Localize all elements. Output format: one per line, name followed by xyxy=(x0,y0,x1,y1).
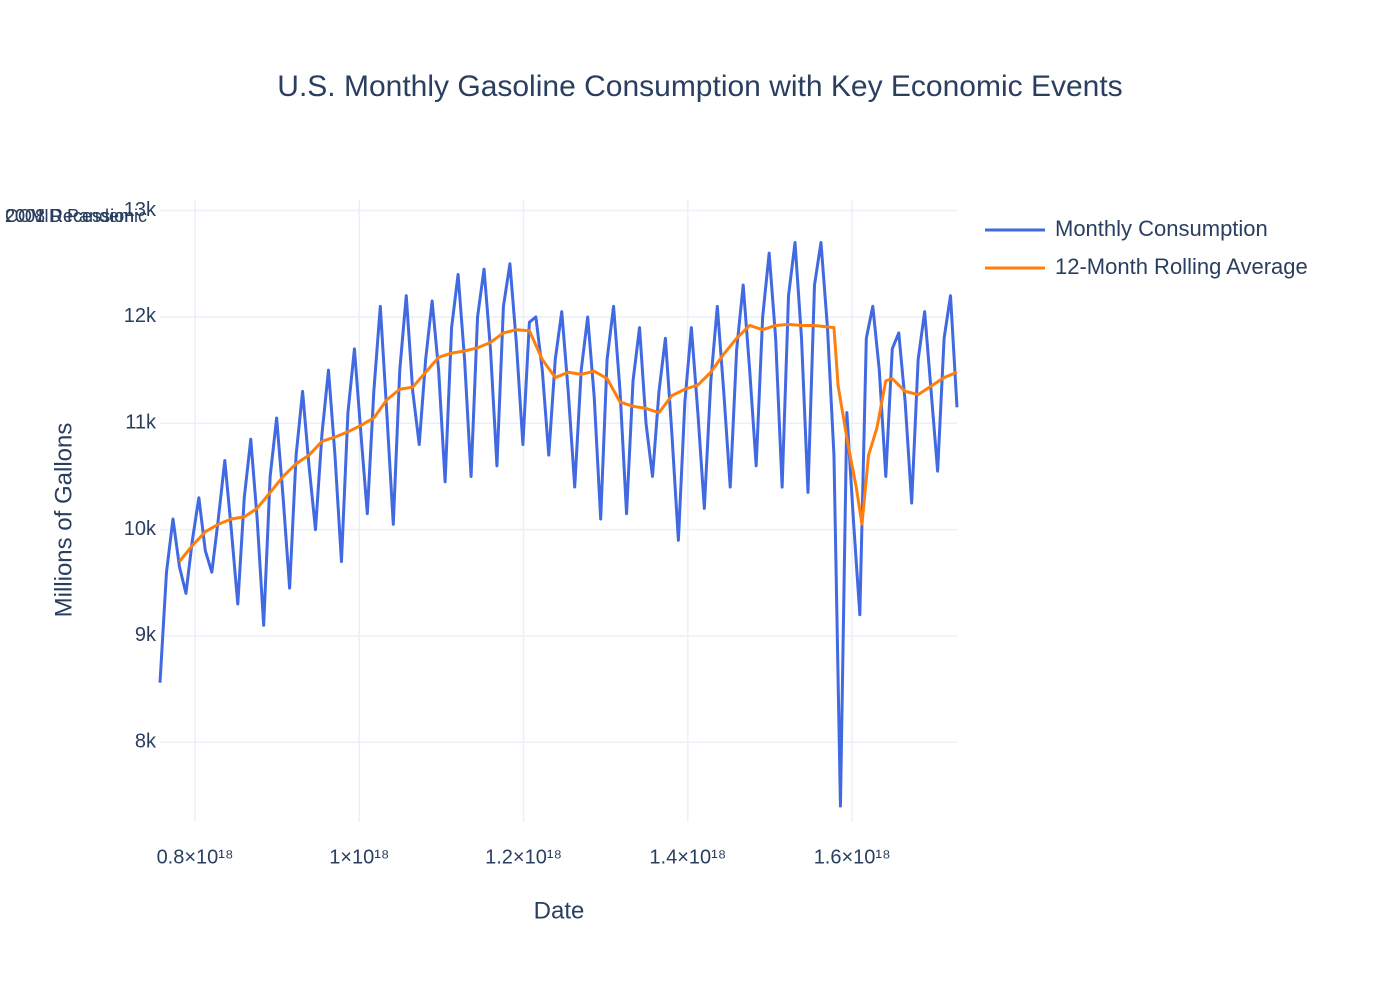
x-axis-label: Date xyxy=(534,897,585,924)
y-tick-label: 8k xyxy=(135,731,157,753)
data-line xyxy=(158,241,959,808)
annotation: COVID Pandemic xyxy=(5,206,147,226)
grid: 8k 9k 10k 11k 12k 13k 0.8×10¹⁸ 1×10¹⁸ 1.2×10¹⁸ 1.… xyxy=(124,199,957,868)
x-tick-label: 1.2×10¹⁸ xyxy=(485,846,562,868)
y-tick-label: 12k xyxy=(124,305,157,327)
x-tick-label: 1.6×10¹⁸ xyxy=(814,846,891,868)
y-tick-label: 13k xyxy=(124,199,157,221)
y-tick-label: 11k xyxy=(125,412,157,434)
y-tick-label: 10k xyxy=(124,518,157,540)
data-line xyxy=(178,322,958,563)
y-axis-label: Millions of Gallons xyxy=(50,423,77,618)
legend-label: 12-Month Rolling Average xyxy=(1055,254,1308,279)
annotation: 2001 Recession xyxy=(5,206,134,226)
legend: Monthly Consumption 12-Month Rolling Aver… xyxy=(985,216,1308,279)
x-tick-label: 1.4×10¹⁸ xyxy=(649,846,726,868)
annotation: 2008 Recession xyxy=(5,206,134,226)
y-tick-label: 9k xyxy=(135,624,157,646)
x-tick-label: 0.8×10¹⁸ xyxy=(157,846,234,868)
x-tick-label: 1×10¹⁸ xyxy=(329,846,389,868)
chart-title: U.S. Monthly Gasoline Consumption with K… xyxy=(277,70,1122,103)
legend-label: Monthly Consumption xyxy=(1055,216,1268,241)
